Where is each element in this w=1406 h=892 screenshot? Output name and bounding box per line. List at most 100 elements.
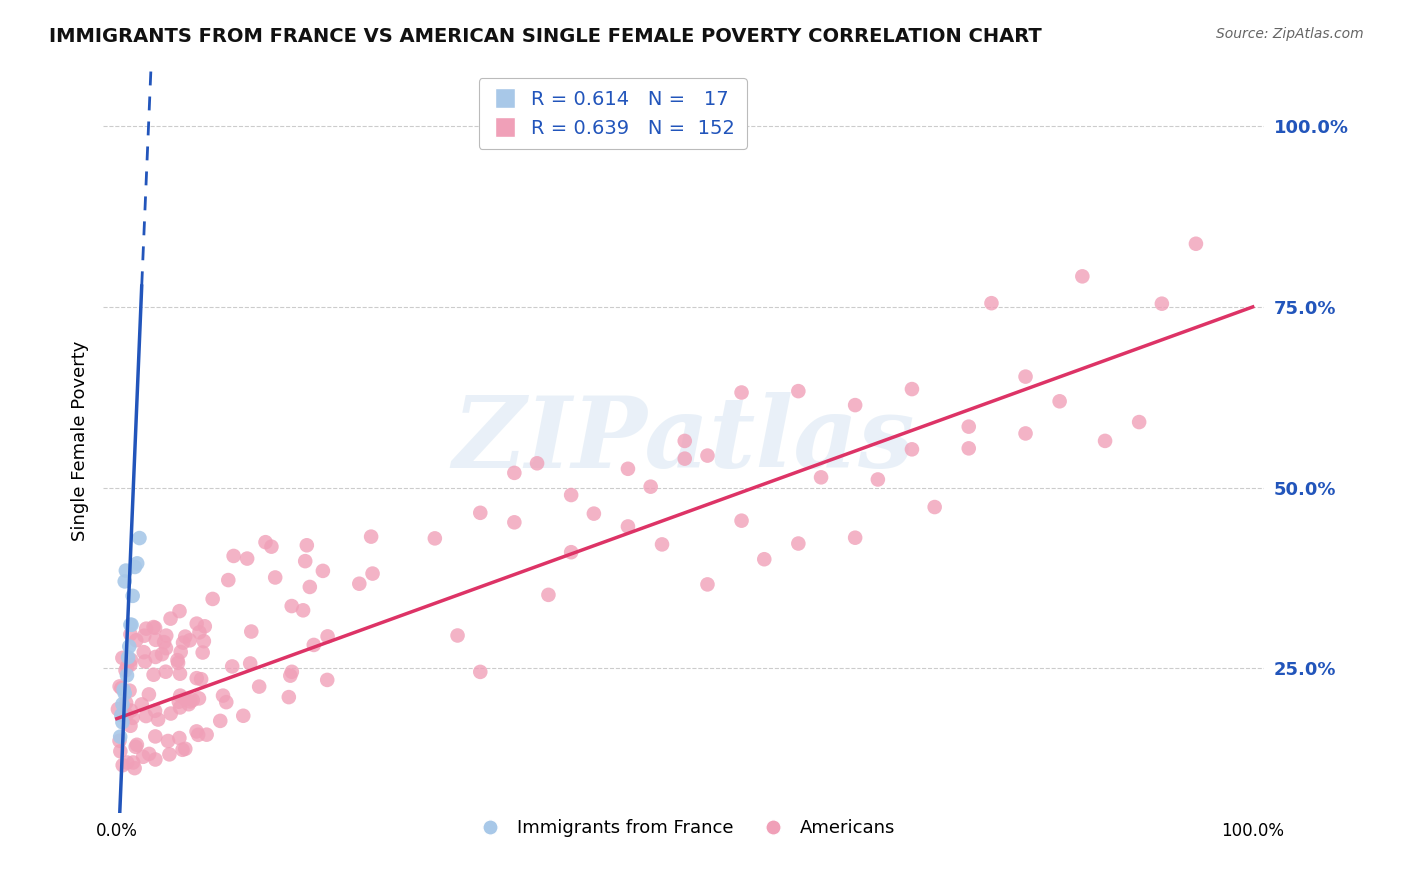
Point <box>957 442 980 456</box>
Point <box>787 384 810 398</box>
Point <box>1094 434 1116 448</box>
Point <box>166 653 188 667</box>
Point <box>138 747 160 761</box>
Point <box>155 641 177 656</box>
Point <box>260 540 283 554</box>
Point <box>470 506 492 520</box>
Point <box>122 756 145 770</box>
Point <box>1014 369 1036 384</box>
Point <box>187 728 209 742</box>
Point <box>186 671 208 685</box>
Point <box>115 707 138 722</box>
Point <box>239 657 262 671</box>
Point <box>188 625 211 640</box>
Point <box>190 672 212 686</box>
Point <box>186 616 208 631</box>
Point <box>537 588 560 602</box>
Point <box>1049 394 1071 409</box>
Point <box>112 682 135 697</box>
Point <box>111 715 134 730</box>
Legend: Immigrants from France, Americans: Immigrants from France, Americans <box>464 812 903 845</box>
Point <box>124 739 146 754</box>
Point <box>201 591 224 606</box>
Point <box>108 733 131 747</box>
Point <box>957 419 980 434</box>
Point <box>111 651 134 665</box>
Point <box>278 668 301 682</box>
Point <box>1150 296 1173 310</box>
Text: Source: ZipAtlas.com: Source: ZipAtlas.com <box>1216 27 1364 41</box>
Point <box>980 296 1002 310</box>
Point <box>423 532 446 546</box>
Point <box>221 659 243 673</box>
Point <box>159 612 181 626</box>
Point <box>754 552 776 566</box>
Point <box>110 681 132 695</box>
Point <box>110 744 132 758</box>
Point <box>167 695 190 709</box>
Point <box>179 694 201 708</box>
Point <box>316 673 339 687</box>
Point <box>172 635 194 649</box>
Point <box>169 666 191 681</box>
Point <box>143 704 166 718</box>
Point <box>134 629 156 643</box>
Point <box>134 655 156 669</box>
Point <box>121 711 143 725</box>
Point <box>844 531 866 545</box>
Point <box>174 741 197 756</box>
Point <box>118 640 141 654</box>
Point <box>866 473 889 487</box>
Point <box>145 649 167 664</box>
Text: ZIPatlas: ZIPatlas <box>453 392 915 489</box>
Point <box>120 657 142 672</box>
Point <box>143 752 166 766</box>
Point <box>174 630 197 644</box>
Point <box>132 645 155 659</box>
Point <box>673 451 696 466</box>
Point <box>121 617 143 632</box>
Point <box>111 697 134 711</box>
Point <box>673 434 696 448</box>
Point <box>124 761 146 775</box>
Point <box>582 507 605 521</box>
Point <box>124 560 146 574</box>
Point <box>240 624 263 639</box>
Point <box>145 632 167 647</box>
Point <box>169 604 191 618</box>
Point <box>108 680 131 694</box>
Point <box>264 570 287 584</box>
Point <box>117 650 139 665</box>
Point <box>135 622 157 636</box>
Point <box>1014 426 1036 441</box>
Point <box>651 537 673 551</box>
Point <box>181 693 204 707</box>
Point <box>730 514 752 528</box>
Point <box>254 535 277 549</box>
Point <box>295 538 318 552</box>
Point <box>143 621 166 635</box>
Point <box>115 659 138 673</box>
Point <box>170 645 193 659</box>
Point <box>312 564 335 578</box>
Point <box>177 697 200 711</box>
Point <box>302 638 325 652</box>
Point <box>503 466 526 480</box>
Point <box>169 700 191 714</box>
Point <box>810 470 832 484</box>
Point <box>128 531 150 545</box>
Point <box>107 702 129 716</box>
Point <box>110 708 132 723</box>
Point <box>120 653 142 667</box>
Point <box>349 576 371 591</box>
Point <box>617 519 640 533</box>
Point <box>120 627 142 641</box>
Point <box>292 603 315 617</box>
Point <box>247 680 270 694</box>
Point <box>1071 269 1094 284</box>
Point <box>153 635 176 649</box>
Point <box>120 704 142 718</box>
Point <box>108 730 131 744</box>
Point <box>560 488 582 502</box>
Point <box>114 686 136 700</box>
